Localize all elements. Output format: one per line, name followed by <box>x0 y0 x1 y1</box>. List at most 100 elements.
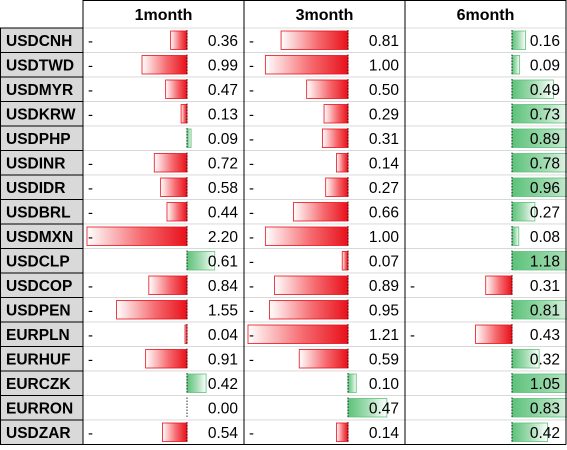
cell-value: 0.16 <box>530 33 560 50</box>
negative-bar <box>280 30 349 50</box>
cell-value: 1.00 <box>369 229 400 246</box>
minus-sign: - <box>88 205 93 222</box>
row-label-cell <box>0 125 84 151</box>
minus-sign: - <box>249 425 254 442</box>
negative-bar <box>336 422 349 442</box>
row-label-EURPLN: EURPLN <box>6 327 70 344</box>
minus-sign: - <box>249 278 254 295</box>
minus-sign: - <box>249 156 254 173</box>
negative-bar <box>180 104 188 124</box>
positive-bar <box>186 373 207 393</box>
positive-bar <box>511 30 526 50</box>
row-label-cell <box>0 272 84 298</box>
row-label-USDPEN: USDPEN <box>6 303 71 320</box>
row-label-USDMXN: USDMXN <box>6 229 73 246</box>
row-label-USDBRL: USDBRL <box>6 205 71 222</box>
minus-sign: - <box>249 303 254 320</box>
cell-value: 0.43 <box>530 327 560 344</box>
minus-sign: - <box>88 82 93 99</box>
negative-bar <box>160 177 188 197</box>
minus-sign: - <box>88 425 93 442</box>
column-header-3month: 3month <box>296 7 354 24</box>
row-label-EURCZK: EURCZK <box>6 376 71 393</box>
minus-sign: - <box>88 278 93 295</box>
negative-bar <box>293 202 349 222</box>
cell-value: 0.36 <box>208 33 238 50</box>
row-label-USDMYR: USDMYR <box>6 82 73 99</box>
negative-bar <box>86 226 188 246</box>
negative-bar <box>475 324 513 344</box>
cell-value: 0.31 <box>530 278 560 295</box>
cell-value: 0.42 <box>208 376 238 393</box>
minus-sign: - <box>249 82 254 99</box>
row-label-USDZAR: USDZAR <box>6 425 71 442</box>
cell-value: 0.91 <box>208 352 238 369</box>
cell-value: 0.27 <box>530 205 560 222</box>
minus-sign: - <box>249 327 254 344</box>
minus-sign: - <box>249 107 254 124</box>
cell-value: 1.21 <box>369 327 399 344</box>
negative-bar <box>274 275 349 295</box>
negative-bar <box>323 104 349 124</box>
data-cell <box>243 248 406 274</box>
minus-sign: - <box>410 327 415 344</box>
cell-value: 0.89 <box>369 278 399 295</box>
cell-value: 0.13 <box>208 107 238 124</box>
column-header-cell <box>404 0 567 29</box>
row-label-cell <box>0 150 84 176</box>
cell-value: 0.81 <box>530 303 560 320</box>
cell-value: 2.20 <box>208 229 239 246</box>
data-cell <box>404 223 567 249</box>
minus-sign: - <box>88 156 93 173</box>
column-header-6month: 6month <box>457 7 515 24</box>
cell-value: 0.73 <box>530 107 560 124</box>
cell-value: 0.09 <box>530 58 560 75</box>
cell-value: 0.44 <box>208 205 239 222</box>
minus-sign: - <box>88 33 93 50</box>
cell-value: 0.07 <box>369 254 399 271</box>
row-label-USDCLP: USDCLP <box>6 254 70 271</box>
minus-sign: - <box>88 229 93 246</box>
minus-sign: - <box>249 131 254 148</box>
row-label-USDKRW: USDKRW <box>6 107 76 124</box>
data-cell <box>404 52 567 78</box>
row-label-cell <box>0 370 84 396</box>
minus-sign: - <box>249 352 254 369</box>
negative-bar <box>298 349 349 369</box>
cell-value: 0.31 <box>369 131 399 148</box>
negative-bar <box>148 275 188 295</box>
cell-value: 0.50 <box>369 82 400 99</box>
minus-sign: - <box>249 33 254 50</box>
cell-value: 0.72 <box>208 156 238 173</box>
minus-sign: - <box>88 303 93 320</box>
cell-value: 1.00 <box>369 58 400 75</box>
minus-sign: - <box>88 58 93 75</box>
column-header-cell <box>82 0 245 29</box>
column-header-cell <box>243 0 406 29</box>
negative-bar <box>166 202 188 222</box>
minus-sign: - <box>88 327 93 344</box>
minus-sign: - <box>249 58 254 75</box>
cell-value: 0.89 <box>530 131 560 148</box>
negative-bar <box>264 226 349 246</box>
positive-bar <box>186 128 192 148</box>
cell-value: 0.61 <box>208 254 238 271</box>
negative-bar <box>116 300 188 320</box>
cell-value: 0.00 <box>208 401 239 418</box>
data-cell <box>82 248 245 274</box>
cell-value: 0.99 <box>208 58 238 75</box>
cell-value: 0.47 <box>369 401 399 418</box>
negative-bar <box>145 349 188 369</box>
cell-value: 1.55 <box>208 303 238 320</box>
cell-value: 0.04 <box>208 327 239 344</box>
data-cell <box>82 101 245 127</box>
negative-bar <box>306 79 349 99</box>
row-label-USDCOP: USDCOP <box>6 278 72 295</box>
negative-bar <box>321 128 349 148</box>
data-cell <box>404 199 567 225</box>
negative-bar <box>485 275 513 295</box>
minus-sign: - <box>249 180 254 197</box>
minus-sign: - <box>249 205 254 222</box>
minus-sign: - <box>249 254 254 271</box>
